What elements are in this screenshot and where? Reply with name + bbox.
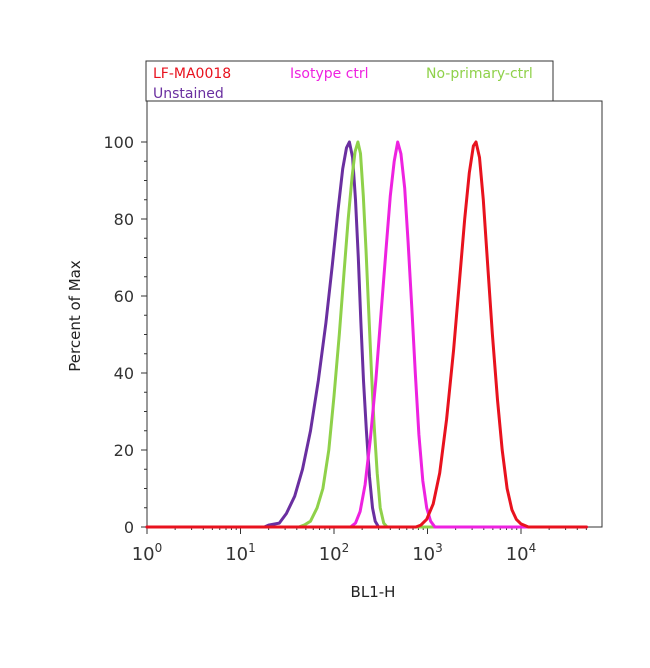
x-tick-base: 10 [132,544,155,565]
y-tick-label: 0 [124,518,134,537]
y-tick-label: 100 [103,133,134,152]
legend: LF-MA0018 Isotype ctrl No-primary-ctrl U… [145,60,554,102]
x-tick-label: 104 [506,541,537,565]
legend-entry-unstained: Unstained [153,86,224,102]
legend-entry-lf-ma0018: LF-MA0018 [153,66,231,82]
series-line-lf-ma0018 [145,140,588,529]
y-tick-label: 60 [114,287,134,306]
x-axis: 100 101 102 103 104 [132,527,587,565]
x-tick-exponent: 4 [529,541,537,555]
x-tick-base: 10 [225,544,248,565]
x-tick-exponent: 3 [435,541,443,555]
x-tick-base: 10 [319,544,342,565]
x-tick-label: 102 [319,541,350,565]
x-tick-base: 10 [506,544,529,565]
x-tick-base: 10 [412,544,435,565]
y-axis-label: Percent of Max [66,260,84,372]
x-tick-exponent: 0 [155,541,163,555]
x-tick-exponent: 1 [248,541,256,555]
y-tick-label: 20 [114,441,134,460]
series-layer [145,140,588,529]
legend-entry-isotype-ctrl: Isotype ctrl [290,66,369,82]
legend-frame [145,60,554,102]
x-tick-exponent: 2 [342,541,350,555]
x-axis-label: BL1-H [351,583,396,601]
x-tick-label: 101 [225,541,256,565]
x-tick-label: 103 [412,541,443,565]
x-tick-label: 100 [132,541,163,565]
series-line-unstained [145,140,588,529]
y-axis: 0 20 40 60 80 100 [103,133,147,537]
plot-frame [146,100,603,528]
y-tick-label: 80 [114,210,134,229]
series-line-isotype-ctrl [145,140,588,529]
y-tick-label: 40 [114,364,134,383]
series-line-no-primary-ctrl [145,140,588,529]
legend-entry-no-primary-ctrl: No-primary-ctrl [426,66,533,82]
